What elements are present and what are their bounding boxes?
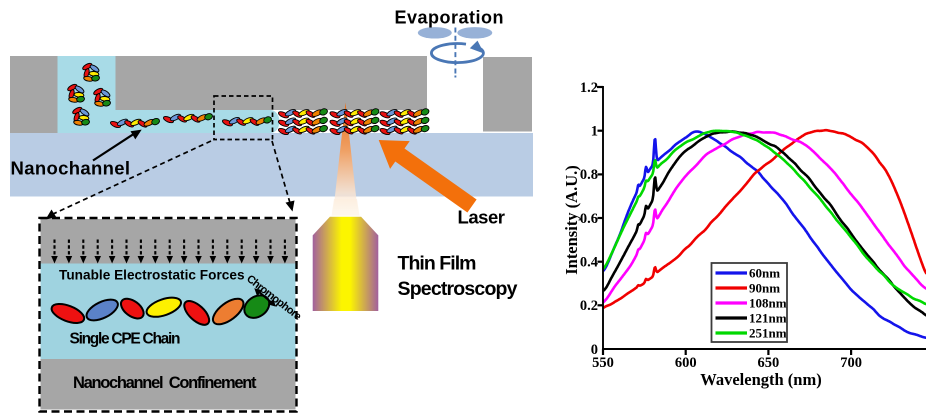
svg-text:Tunable Electrostatic Forces: Tunable Electrostatic Forces [59, 268, 245, 283]
svg-text:251nm: 251nm [749, 326, 787, 341]
svg-text:Nanochannel: Nanochannel [11, 158, 131, 179]
svg-text:Intensity (A.U.): Intensity (A.U.) [562, 165, 581, 275]
svg-text:0.6: 0.6 [580, 211, 598, 227]
svg-text:650: 650 [758, 355, 780, 371]
svg-text:0.4: 0.4 [580, 255, 598, 271]
svg-text:Thin Film: Thin Film [398, 253, 477, 275]
svg-text:0.2: 0.2 [580, 298, 598, 314]
svg-text:600: 600 [675, 355, 697, 371]
svg-text:1: 1 [591, 124, 598, 140]
svg-text:700: 700 [840, 355, 862, 371]
svg-text:60nm: 60nm [749, 266, 780, 281]
svg-text:1.2: 1.2 [580, 80, 598, 96]
svg-text:121nm: 121nm [749, 311, 787, 326]
svg-text:Laser: Laser [458, 207, 506, 228]
svg-text:Wavelength (nm): Wavelength (nm) [700, 370, 821, 389]
svg-text:90nm: 90nm [749, 281, 780, 296]
svg-text:0: 0 [591, 342, 598, 358]
svg-text:Evaporation: Evaporation [395, 8, 504, 28]
svg-text:0.8: 0.8 [580, 167, 598, 183]
svg-text:Nanochannel Confinement: Nanochannel Confinement [73, 374, 257, 392]
svg-text:108nm: 108nm [749, 296, 787, 311]
svg-text:Spectroscopy: Spectroscopy [398, 278, 518, 300]
svg-text:Single CPE Chain: Single CPE Chain [70, 331, 181, 348]
svg-text:550: 550 [592, 355, 614, 371]
